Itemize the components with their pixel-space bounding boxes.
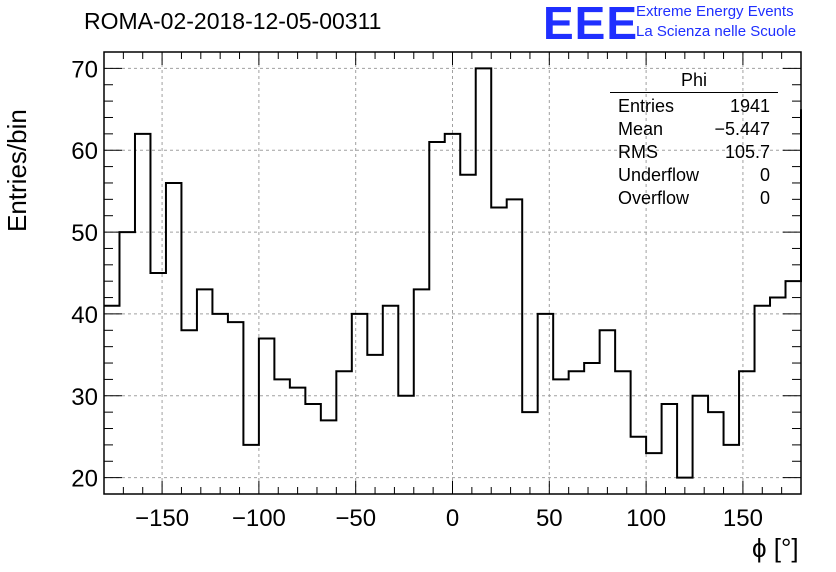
stats-box-name: Phi xyxy=(610,70,778,93)
stats-value: 0 xyxy=(759,165,770,185)
stats-row-entries: Entries 1941 xyxy=(610,95,778,118)
x-tick-label: 100 xyxy=(626,505,666,532)
stats-label: Overflow xyxy=(618,188,690,208)
y-tick-label: 20 xyxy=(71,466,98,493)
x-tick-label: 150 xyxy=(723,505,763,532)
stats-label: Mean xyxy=(618,119,664,139)
ticks xyxy=(103,51,802,495)
y-tick-label: 30 xyxy=(71,384,98,411)
stats-row-overflow: Overflow 0 xyxy=(610,187,778,210)
stats-row-underflow: Underflow 0 xyxy=(610,164,778,187)
logo-caption-line2: La Scienza nelle Scuole xyxy=(636,23,797,40)
stats-value: 1941 xyxy=(729,96,770,116)
x-tick-label: −100 xyxy=(232,505,286,532)
y-tick-label: 40 xyxy=(71,302,98,329)
y-tick-label: 60 xyxy=(71,138,98,165)
stats-value: 0 xyxy=(759,188,770,208)
histogram-outline xyxy=(104,67,802,479)
logo-caption: Extreme Energy Events La Scienza nelle S… xyxy=(636,2,796,42)
tick-labels: −150 −100 −50 0 50 100 150 20 30 40 50 60 70 xyxy=(71,56,763,532)
stats-row-rms: RMS 105.7 xyxy=(610,141,778,164)
logo-caption-line1: Extreme Energy Events xyxy=(636,3,794,20)
stats-value: 105.7 xyxy=(724,142,770,162)
x-tick-label: 0 xyxy=(446,505,459,532)
stats-label: RMS xyxy=(618,142,658,162)
x-tick-label: 50 xyxy=(536,505,563,532)
x-axis-label: ϕ [°] xyxy=(752,533,799,563)
y-tick-label: 70 xyxy=(71,56,98,83)
stats-label: Entries xyxy=(618,96,675,116)
x-tick-label: −50 xyxy=(335,505,376,532)
eee-logo: EEE xyxy=(543,0,639,49)
stats-box: Phi Entries 1941 Mean −5.447 RMS 105.7 U… xyxy=(610,70,778,210)
plot-title: ROMA-02-2018-12-05-00311 xyxy=(84,8,382,34)
stats-row-mean: Mean −5.447 xyxy=(610,118,778,141)
stats-value: −5.447 xyxy=(714,119,770,139)
y-tick-label: 50 xyxy=(71,220,98,247)
stats-label: Underflow xyxy=(618,165,700,185)
x-tick-label: −150 xyxy=(135,505,189,532)
y-axis-label: Entries/bin xyxy=(2,109,32,232)
